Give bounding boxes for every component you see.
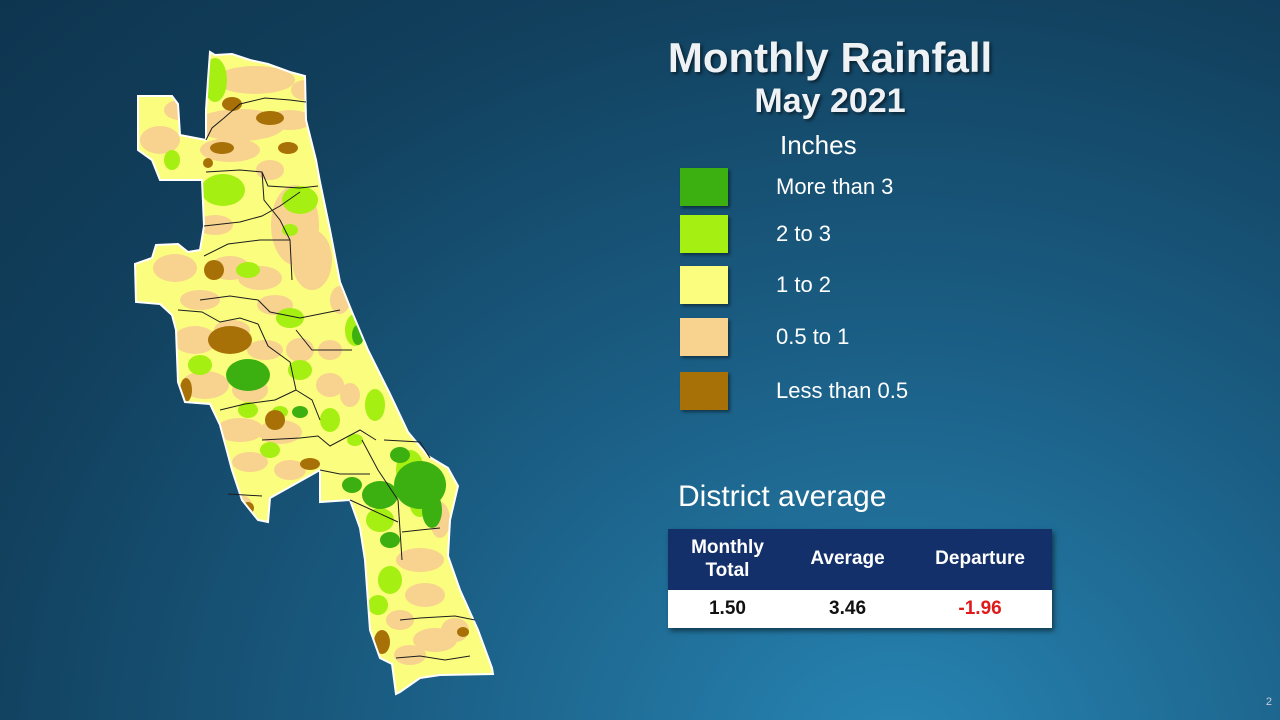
rainfall-zone xyxy=(173,326,217,354)
rainfall-zone xyxy=(282,224,298,236)
rainfall-zone xyxy=(278,142,298,154)
legend-label: More than 3 xyxy=(776,174,894,199)
rainfall-zone xyxy=(164,150,180,170)
rainfall-zone xyxy=(282,186,318,214)
rainfall-zone xyxy=(260,442,280,458)
rainfall-zone xyxy=(368,595,388,615)
legend-item-1-to-2: 1 to 2 xyxy=(680,265,831,305)
rainfall-zone xyxy=(316,373,344,397)
rainfall-zone xyxy=(153,254,197,282)
page-subtitle: May 2021 xyxy=(754,82,906,120)
legend-swatch xyxy=(680,318,728,356)
rainfall-zone xyxy=(396,548,444,572)
monthly-total-value: 1.50 xyxy=(668,590,787,628)
rainfall-zone xyxy=(208,326,252,354)
table-row: 1.50 3.46 -1.96 xyxy=(668,590,1052,628)
rainfall-zone xyxy=(274,460,306,480)
legend-label: 1 to 2 xyxy=(776,272,832,297)
legend-label: 2 to 3 xyxy=(776,221,832,246)
rainfall-zone xyxy=(181,371,229,399)
legend-swatch xyxy=(680,168,728,206)
header-monthly-total: Monthly Total xyxy=(668,529,787,590)
legend-swatch xyxy=(680,215,728,253)
rainfall-zone xyxy=(288,360,312,380)
legend-item-0-5-to-1: 0.5 to 1 xyxy=(680,317,849,357)
rainfall-zone xyxy=(204,260,224,280)
rainfall-zone xyxy=(256,111,284,125)
rainfall-zone xyxy=(216,418,264,442)
rainfall-zone xyxy=(405,583,445,607)
rainfall-zone xyxy=(292,230,332,290)
average-value: 3.46 xyxy=(786,590,909,628)
rainfall-zone xyxy=(247,340,283,360)
rainfall-zone xyxy=(232,452,268,472)
rainfall-zone xyxy=(164,100,196,120)
rainfall-zone xyxy=(362,481,398,509)
rainfall-zone xyxy=(366,508,394,532)
rainfall-map xyxy=(133,50,495,696)
rainfall-zone xyxy=(320,408,340,432)
rainfall-zone xyxy=(340,383,360,407)
rainfall-zone xyxy=(286,338,314,362)
rainfall-zone xyxy=(210,142,234,154)
page-number: 2 xyxy=(1265,696,1272,708)
legend-item-2-to-3: 2 to 3 xyxy=(680,214,831,254)
legend-label: Less than 0.5 xyxy=(776,378,909,403)
header-average: Average xyxy=(786,529,909,590)
rainfall-zone xyxy=(215,66,295,94)
legend-swatch xyxy=(680,372,728,410)
district-average-table: Monthly Total Average Departure 1.50 3.46… xyxy=(668,529,1052,628)
rainfall-zone xyxy=(226,359,270,391)
rainfall-zone xyxy=(342,477,362,493)
rainfall-zone xyxy=(378,566,402,594)
departure-value: -1.96 xyxy=(908,590,1052,628)
rainfall-zone xyxy=(390,447,410,463)
page-title: Monthly Rainfall xyxy=(667,34,993,81)
rainfall-zone xyxy=(457,627,469,637)
district-average-heading: District average xyxy=(678,480,887,513)
rainfall-zone xyxy=(300,458,320,470)
rainfall-zone xyxy=(422,492,442,528)
rainfall-zone xyxy=(374,630,390,654)
rainfall-zone xyxy=(276,308,304,328)
rainfall-zone xyxy=(292,406,308,418)
rainfall-zone xyxy=(365,389,385,421)
county-borders xyxy=(177,97,476,661)
legend-swatch xyxy=(680,266,728,304)
rainfall-zone xyxy=(140,126,180,154)
legend-item-less-than-0-5: Less than 0.5 xyxy=(680,371,908,411)
rainfall-zone xyxy=(394,645,426,665)
legend-item-more-than-3: More than 3 xyxy=(680,167,893,207)
legend-units: Inches xyxy=(780,130,857,160)
legend-label: 0.5 to 1 xyxy=(776,324,850,349)
rainfall-zone xyxy=(222,97,242,111)
rainfall-zone xyxy=(188,355,212,375)
rainfall-zone xyxy=(238,402,258,418)
rainfall-zone xyxy=(203,158,213,168)
header-departure: Departure xyxy=(908,529,1052,590)
rainfall-zone xyxy=(347,434,363,446)
rainfall-zone xyxy=(256,160,284,180)
rainfall-zone xyxy=(265,410,285,430)
rainfall-zone xyxy=(201,174,245,206)
rainfall-zone xyxy=(380,532,400,548)
rainfall-zone xyxy=(236,262,260,278)
